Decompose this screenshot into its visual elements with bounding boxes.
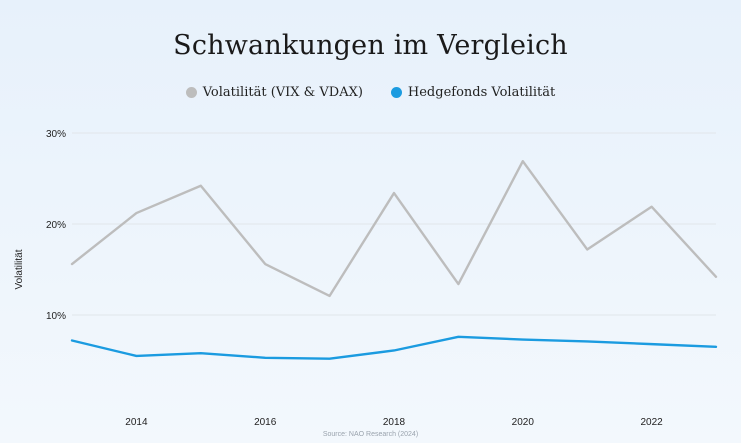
x-tick-label: 2014 <box>125 417 148 428</box>
legend-label-hedgefund: Hedgefonds Volatilität <box>407 85 556 100</box>
x-tick-label: 2016 <box>254 417 277 428</box>
legend-marker-blue <box>390 87 402 98</box>
legend-item-volatility: Volatilität (VIX & VDAX) <box>185 85 363 100</box>
y-tick-label: 20% <box>46 220 66 231</box>
legend-item-hedgefund: Hedgefonds Volatilität <box>390 85 556 100</box>
x-tick-label: 2018 <box>383 417 406 428</box>
chart-title: Schwankungen im Vergleich <box>173 30 568 61</box>
x-tick-label: 2020 <box>512 417 535 428</box>
y-axis-title: Volatilität <box>14 249 25 289</box>
series-line-volatility <box>70 160 718 298</box>
legend-marker-gray <box>185 87 197 98</box>
y-tick-label: 10% <box>46 311 66 322</box>
y-tick-label: 30% <box>46 129 66 140</box>
x-tick-label: 2022 <box>640 417 663 428</box>
chart-legend: Volatilität (VIX & VDAX) Hedgefonds Vola… <box>0 85 741 100</box>
series-line-hedgefund <box>70 335 718 360</box>
source-note: Source: NAO Research (2024) <box>322 431 419 438</box>
legend-label-volatility: Volatilität (VIX & VDAX) <box>202 85 363 100</box>
